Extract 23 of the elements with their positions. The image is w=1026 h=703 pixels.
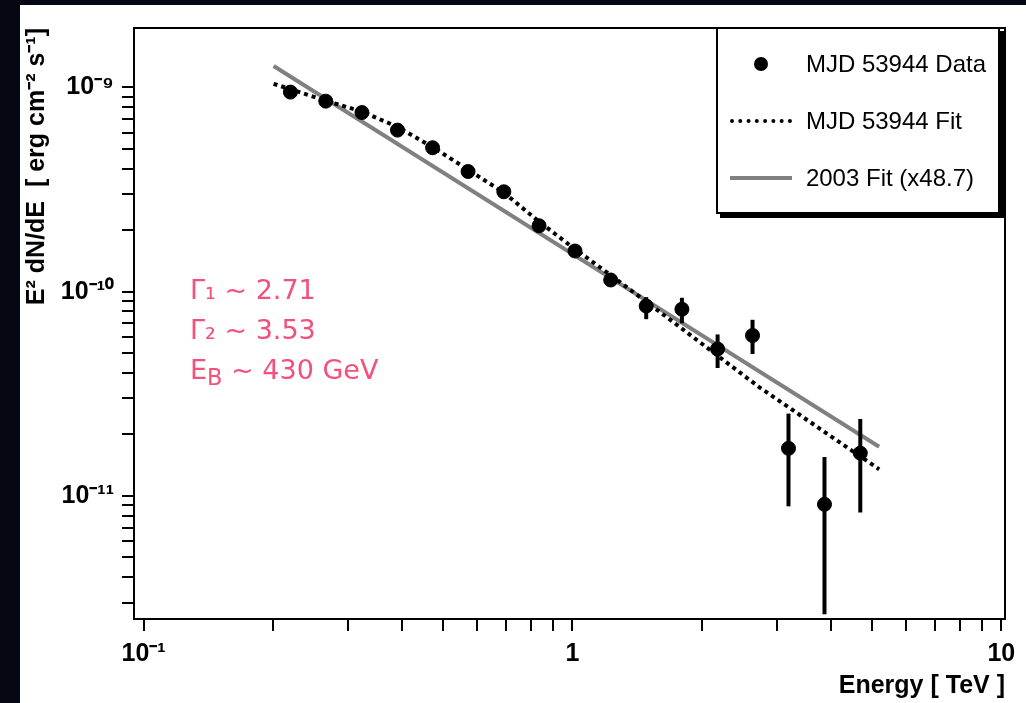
point (425, 140, 441, 156)
annotation: Γ₂ ~ 3.53 (190, 313, 317, 347)
x-tick-label: 10 (987, 637, 1016, 666)
x-axis-title: Energy [ TeV ] (838, 669, 1005, 698)
point (531, 218, 547, 234)
annotation: Γ₁ ~ 2.71 (190, 273, 317, 307)
point (496, 184, 512, 200)
x-tick-label: 1 (565, 637, 580, 666)
point (390, 122, 406, 138)
y-tick-label: 10⁻¹⁰ (60, 275, 114, 304)
point (460, 164, 476, 180)
legend-label: MJD 53944 Fit (805, 106, 962, 135)
legend-label: 2003 Fit (x48.7) (805, 163, 974, 192)
x-tick-label: 10⁻¹ (121, 637, 166, 666)
y-axis-title: E² dN/dE [ erg cm⁻² s⁻¹] (20, 28, 49, 306)
point (354, 105, 370, 121)
point (282, 84, 298, 100)
point (318, 93, 334, 109)
annotation: E$_{B}$ ~ 430 GeV (190, 353, 379, 393)
point (567, 243, 583, 259)
y-tick-label: 10⁻¹¹ (61, 479, 114, 508)
y-tick-label: 10⁻⁹ (66, 71, 114, 100)
legend-label: MJD 53944 Data (805, 49, 986, 78)
